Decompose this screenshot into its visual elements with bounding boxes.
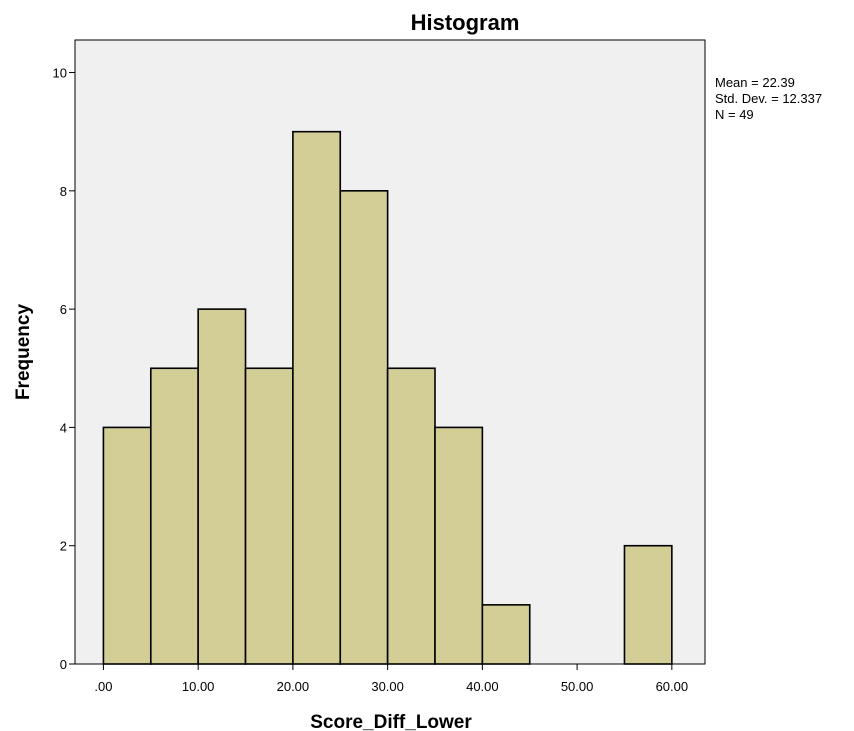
x-tick-label: .00 xyxy=(94,679,112,694)
x-tick-label: 30.00 xyxy=(371,679,404,694)
y-tick-label: 2 xyxy=(60,539,67,554)
histogram-bar xyxy=(481,604,531,665)
histogram-bar xyxy=(292,130,342,665)
y-axis-label: Frequency xyxy=(13,304,34,401)
y-tick-label: 8 xyxy=(60,184,67,199)
x-axis-label: Score_Diff_Lower xyxy=(310,712,472,731)
y-tick-label: 10 xyxy=(53,66,67,81)
y-axis: 0 2 4 6 8 10 xyxy=(53,66,75,672)
x-tick-label: 60.00 xyxy=(656,679,689,694)
histogram-bar xyxy=(197,308,247,665)
y-tick-label: 4 xyxy=(60,420,67,435)
histogram-bar xyxy=(149,367,199,665)
y-tick-label: 0 xyxy=(60,657,67,672)
histogram-bar xyxy=(339,190,389,665)
stat-line: Std. Dev. = 12.337 xyxy=(715,91,822,106)
bars-group xyxy=(102,130,673,665)
histogram-bar xyxy=(386,367,436,665)
y-tick-label: 6 xyxy=(60,302,67,317)
histogram-bar xyxy=(623,544,673,665)
x-tick-label: 50.00 xyxy=(561,679,594,694)
histogram-bar xyxy=(434,426,484,665)
x-axis: .00 10.00 20.00 30.00 40.00 50.00 60.00 xyxy=(94,664,688,694)
x-tick-label: 20.00 xyxy=(277,679,310,694)
chart-title: Histogram xyxy=(411,10,520,35)
histogram-bar xyxy=(244,367,294,665)
histogram-bar xyxy=(102,426,152,665)
x-tick-label: 10.00 xyxy=(182,679,215,694)
x-tick-label: 40.00 xyxy=(466,679,499,694)
stat-line: Mean = 22.39 xyxy=(715,75,795,90)
stat-line: N = 49 xyxy=(715,107,754,122)
